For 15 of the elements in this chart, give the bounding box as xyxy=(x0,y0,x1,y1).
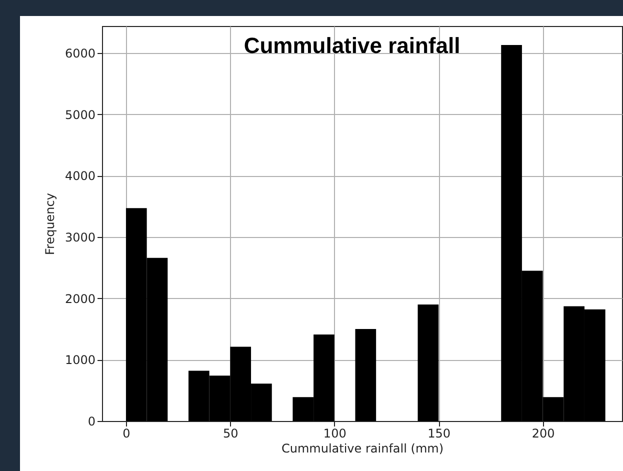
y-tick-label: 0 xyxy=(88,414,96,428)
x-tick-label: 200 xyxy=(532,426,555,440)
y-tick-label: 1000 xyxy=(64,353,96,368)
y-tick-label: 4000 xyxy=(64,169,96,184)
chart-title: Cummulative rainfall xyxy=(244,33,460,58)
x-tick-label: 50 xyxy=(223,426,238,440)
y-axis-title: Frequency xyxy=(42,193,57,255)
x-tick-label: 0 xyxy=(122,426,130,440)
y-tick-label: 6000 xyxy=(64,46,96,60)
x-tick-label: 150 xyxy=(428,426,451,440)
y-tick-label: 2000 xyxy=(64,292,96,306)
x-axis-title: Cummulative rainfall (mm) xyxy=(281,442,444,456)
x-tick-label: 100 xyxy=(323,426,346,440)
y-tick-label: 5000 xyxy=(64,108,96,122)
y-tick-label: 3000 xyxy=(64,230,96,244)
